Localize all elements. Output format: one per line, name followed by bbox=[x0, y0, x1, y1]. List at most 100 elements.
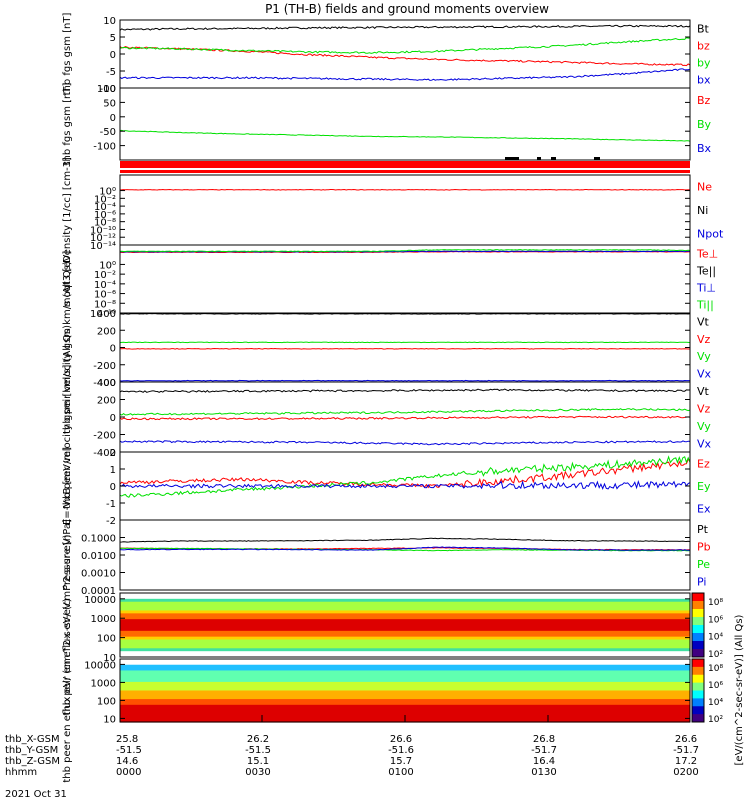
colorbar-top-frame bbox=[691, 592, 705, 658]
footer-row-value: 15.1 bbox=[247, 756, 269, 767]
spectrogram-band bbox=[120, 664, 690, 669]
series-line-Ex bbox=[119, 479, 691, 490]
legend-label-Vz: Vz bbox=[697, 402, 711, 415]
panel-5: 400 200 0 -200 -400 thb peir velocity gsm km/… bbox=[62, 261, 712, 434]
flag-mark bbox=[537, 157, 541, 160]
y-axis-label: thb fgs gsm [nT] bbox=[62, 83, 73, 166]
y-tick-label: 400 bbox=[97, 309, 116, 320]
y-tick-label: 10⁻² bbox=[94, 270, 116, 281]
y-tick-label: 1000 bbox=[91, 614, 116, 625]
colorbar-bottom-band bbox=[692, 690, 704, 699]
flag-mark bbox=[551, 157, 556, 160]
footer-row-value: 14.6 bbox=[116, 756, 138, 767]
colorbar-bottom-tick-label: 10⁸ bbox=[708, 664, 723, 674]
series-line-Ez bbox=[119, 459, 691, 489]
footer-row-value: 0000 bbox=[116, 767, 141, 778]
y-axis-label: thb peir velocity gsm km/s (All Qs) bbox=[62, 261, 73, 434]
series-line-Ey bbox=[119, 455, 691, 498]
spectrogram-band bbox=[120, 636, 690, 641]
series-line-Vy bbox=[119, 408, 691, 416]
y-tick-label: 0.0001 bbox=[81, 586, 116, 597]
y-tick-label: 100 bbox=[97, 696, 116, 707]
legend-label-Npot: Npot bbox=[697, 227, 724, 240]
y-tick-label: 100 bbox=[97, 634, 116, 645]
colorbar-top-band bbox=[692, 633, 704, 642]
y-tick-label: 10⁻⁴ bbox=[94, 202, 116, 213]
footer-row-value: 0030 bbox=[245, 767, 270, 778]
y-tick-label: 0 bbox=[110, 482, 116, 493]
y-tick-label: 10⁻¹² bbox=[90, 233, 116, 244]
spectrogram-band bbox=[120, 659, 690, 663]
spectrogram-band bbox=[120, 630, 690, 635]
y-tick-label: 0 bbox=[110, 344, 116, 355]
legend-label-Bz: Bz bbox=[697, 94, 711, 107]
y-tick-label: 10⁻⁴ bbox=[94, 280, 116, 291]
y-tick-label: 50 bbox=[103, 98, 116, 109]
y-tick-label: 100 bbox=[97, 84, 116, 95]
y-tick-label: 400 bbox=[97, 378, 116, 389]
colorbar-bottom-tick-label: 10⁴ bbox=[708, 698, 723, 708]
y-tick-label: 10 bbox=[103, 653, 116, 664]
y-tick-label: 1000 bbox=[91, 678, 116, 689]
spectrogram-band bbox=[120, 690, 690, 694]
panel-frame bbox=[119, 592, 691, 658]
series-line-Ne bbox=[119, 188, 691, 191]
y-tick-label: 200 bbox=[97, 396, 116, 407]
footer-row-value: -51.6 bbox=[388, 745, 414, 756]
spectrogram-band bbox=[120, 613, 690, 617]
colorbar-top-tick-label: 10⁸ bbox=[708, 598, 723, 608]
series-line-Vy bbox=[119, 341, 691, 344]
y-tick-label: 10⁰ bbox=[99, 260, 116, 271]
spectrogram-band bbox=[120, 684, 690, 689]
date-label: 2021 Oct 31 bbox=[5, 789, 67, 800]
panel-7: 2 1 0 -1 -2 E=-VxB [mV/m] Ez Ey Ex bbox=[62, 447, 711, 527]
y-axis-label: Density [1/cc] [cm-3] bbox=[62, 157, 73, 263]
legend-label-Ni: Ni bbox=[697, 204, 708, 217]
y-tick-label: 10⁻⁸ bbox=[94, 218, 116, 229]
spectrogram-band bbox=[120, 639, 690, 644]
colorbar-top-tick-label: 10² bbox=[708, 650, 723, 660]
legend-label-Ey: Ey bbox=[697, 480, 711, 493]
colorbar-top-band bbox=[692, 649, 704, 658]
spectrogram-band bbox=[120, 696, 690, 700]
legend-label-Pt: Pt bbox=[697, 523, 709, 536]
legend-label-Ti⊥: Ti⊥ bbox=[696, 282, 716, 295]
y-tick-label: 10⁻⁶ bbox=[94, 290, 116, 301]
spectrogram-band bbox=[120, 642, 690, 646]
y-tick-label: -2 bbox=[106, 516, 116, 527]
footer-row-label: thb_Y-GSM bbox=[5, 745, 58, 756]
y-tick-label: 10000 bbox=[84, 595, 116, 606]
colorbar-bottom-frame bbox=[691, 658, 705, 723]
series-line-Vz bbox=[120, 347, 690, 350]
series-line-Ti|| bbox=[119, 249, 691, 253]
y-tick-label: 10 bbox=[103, 16, 116, 27]
spectrogram-band bbox=[120, 633, 690, 638]
panel-1: 10 5 0 -5 -10 thb fgs gsm [nT] Bt bz by bx bbox=[62, 13, 711, 96]
footer-row-value: 26.8 bbox=[533, 734, 555, 745]
spectrogram-band bbox=[120, 667, 690, 672]
legend-label-Vt: Vt bbox=[697, 385, 710, 398]
series-line-Vt bbox=[119, 388, 690, 393]
y-tick-label: -1 bbox=[106, 499, 116, 510]
series-line-by bbox=[119, 37, 690, 54]
y-tick-label: -400 bbox=[93, 378, 116, 389]
footer-row-value: 0100 bbox=[388, 767, 413, 778]
spectrogram-band bbox=[120, 601, 690, 606]
colorbar-bottom-tick-label: 10² bbox=[708, 715, 723, 725]
y-tick-label: 10⁻¹⁴ bbox=[90, 241, 116, 252]
spectrogram-band bbox=[120, 648, 690, 652]
spectrogram-band bbox=[120, 593, 690, 597]
spectrogram-band bbox=[120, 687, 690, 692]
legend-label-bx: bx bbox=[697, 74, 711, 87]
legend-label-Ez: Ez bbox=[697, 457, 710, 470]
y-tick-label: 10 bbox=[103, 714, 116, 725]
footer-row-label: thb_X-GSM bbox=[5, 734, 60, 745]
y-tick-label: 10⁻¹⁰ bbox=[90, 225, 116, 236]
spectrogram-band bbox=[120, 699, 690, 703]
footer-row-value: 0130 bbox=[531, 767, 556, 778]
colorbar-top-band bbox=[692, 625, 704, 634]
y-tick-label: 10⁰ bbox=[99, 187, 116, 198]
spectrogram-band bbox=[120, 654, 690, 658]
panel-frame bbox=[119, 244, 691, 314]
